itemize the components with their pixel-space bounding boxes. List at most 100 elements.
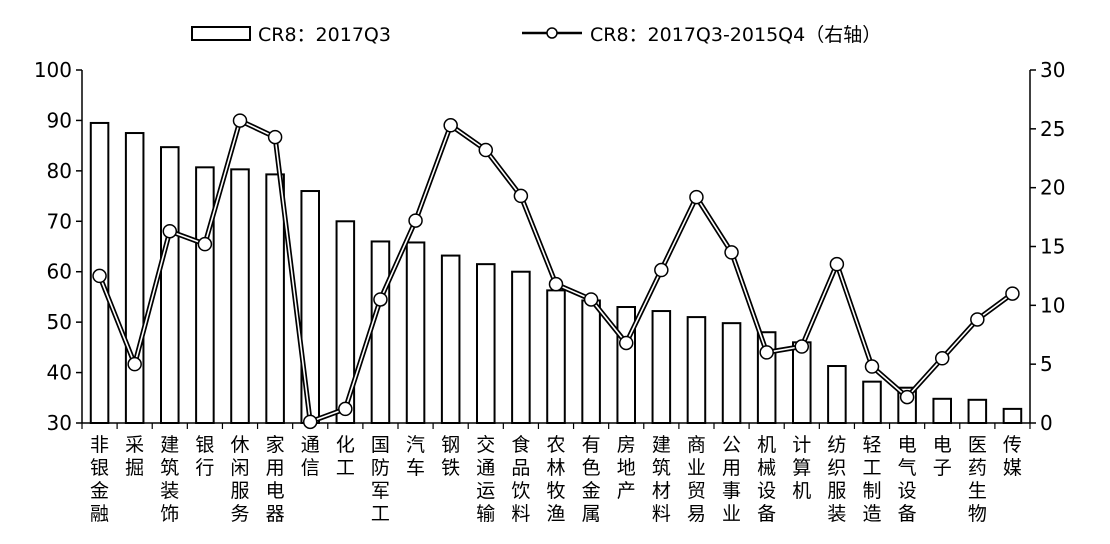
y-left-tick-label: 30 [47,411,72,435]
y-left-tick-label: 100 [34,58,72,82]
line-point [162,223,178,239]
category-label: 家用电器 [266,434,285,525]
category-label: 轻工制造 [862,434,881,525]
line-point [583,292,599,307]
y-left-tick-label: 40 [47,361,72,385]
line-point [373,292,388,307]
y-left-tick-label: 50 [47,310,72,334]
y-left-tick-label: 60 [47,260,72,284]
y-left-tick-label: 70 [47,209,72,233]
bar [160,146,180,425]
line-point [794,339,810,354]
y-right-tick-label: 20 [1040,176,1065,200]
category-label: 钢铁 [441,434,460,479]
line-point [92,268,107,284]
bar [827,365,847,425]
bar [476,263,496,424]
legend-line-label: CR8：2017Q3-2015Q4（右轴） [590,24,881,46]
y-right-tick-label: 5 [1040,352,1053,376]
legend: CR8：2017Q3 CR8：2017Q3-2015Q4（右轴） [191,24,881,46]
bar [265,173,285,424]
category-label: 农林牧渔 [546,434,565,525]
line-point [934,351,950,366]
bar [686,316,707,425]
line-point [759,345,774,360]
bar [335,220,356,424]
line-point [724,245,739,260]
line-point [864,359,880,374]
y-left-tick-label: 90 [47,108,72,132]
line-point [197,236,213,252]
bar [862,380,882,424]
bars [89,121,1023,425]
category-label: 房地产 [617,434,636,502]
category-label: 建筑装饰 [160,434,179,525]
legend-line-marker [546,27,558,39]
line-point [443,118,458,133]
category-label: 传媒 [1003,434,1022,479]
category-labels: 非银金融采掘建筑装饰银行休闲服务家用电器通信化工国防军工汽车钢铁交通运输食品饮料… [90,434,1022,525]
bar [511,270,531,425]
bar [370,240,391,424]
line-point [548,276,564,292]
category-label: 计算机 [792,434,811,502]
bar [440,254,461,424]
bar [967,398,988,424]
legend-bar-label: CR8：2017Q3 [258,24,391,46]
y-right-tick-label: 0 [1040,411,1053,435]
line-point [478,142,494,158]
y-right-tick-label: 25 [1040,117,1065,141]
y-right-tick-label: 10 [1040,293,1065,317]
category-label: 医药生物 [968,434,987,525]
bar [405,241,426,424]
category-label: 机械设备 [757,434,776,525]
category-label: 纺织服装 [827,434,846,525]
category-label: 公用事业 [722,434,741,525]
bar [124,132,145,425]
line-point [408,213,423,228]
bar [1002,407,1023,425]
line-point [654,262,669,278]
category-label: 有色金属 [582,434,601,525]
category-label: 银行 [195,434,214,479]
y-right-tick-label: 15 [1040,235,1065,259]
category-label: 建筑材料 [652,434,671,525]
category-label: 商业贸易 [687,434,706,525]
bar [195,166,215,424]
line-point [689,189,704,205]
bar [546,289,566,424]
line-point [513,188,529,204]
category-label: 化工 [336,434,355,479]
y-left-tick-label: 80 [47,159,72,183]
y-right-tick-label: 30 [1040,58,1065,82]
legend-bar-swatch [191,26,251,41]
line-point [829,256,845,272]
line-point [1005,286,1020,301]
line-series [92,113,1020,430]
line-point [618,335,634,351]
category-label: 非银金融 [90,434,109,525]
category-label: 通信 [301,434,320,479]
line-point [232,113,248,128]
category-label: 电子 [933,434,952,479]
axes: 30 40 50 60 70 80 90 100 0 5 10 15 20 25 30 [34,58,1066,435]
category-label: 电气设备 [898,434,917,525]
line-point [267,129,283,145]
bar [230,168,250,424]
line-point [970,312,985,327]
line-point [899,389,915,405]
line-point [338,401,353,417]
category-label: 国防军工 [371,434,390,525]
category-label: 休闲服务 [230,434,249,525]
bar [932,397,953,424]
bar [581,299,601,424]
category-label: 交通运输 [476,434,495,525]
category-label: 汽车 [406,434,425,479]
bar [721,322,742,424]
category-label: 食品饮料 [511,434,530,525]
line-point [302,414,318,430]
category-label: 采掘 [125,434,144,479]
bar [792,341,812,425]
bar [651,310,672,425]
